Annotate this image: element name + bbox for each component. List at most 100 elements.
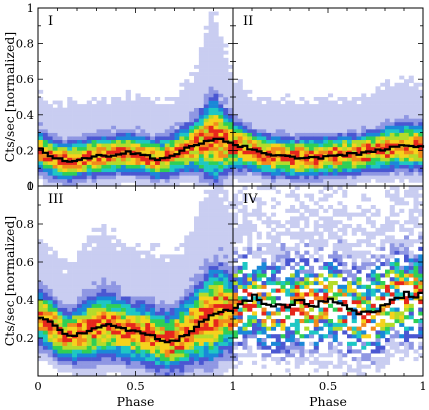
heatmap-cell: [140, 360, 146, 365]
heatmap-cell: [208, 231, 214, 236]
heatmap-cell: [233, 193, 239, 198]
heatmap-cell: [155, 341, 161, 346]
heatmap-cell: [366, 307, 372, 312]
heatmap-cell: [233, 125, 239, 130]
heatmap-cell: [169, 353, 175, 358]
heatmap-cell: [342, 250, 348, 255]
heatmap-cell: [280, 164, 286, 169]
heatmap-cell: [135, 364, 141, 369]
heatmap-cell: [252, 300, 258, 305]
heatmap-cell: [304, 139, 310, 144]
heatmap-cell: [313, 114, 319, 119]
heatmap-cell: [184, 265, 190, 270]
heatmap-cell: [290, 164, 296, 169]
heatmap-cell: [135, 178, 141, 183]
heatmap-cell: [213, 193, 219, 198]
heatmap-cell: [130, 368, 136, 373]
heatmap-cell: [106, 353, 112, 358]
heatmap-cell: [155, 360, 161, 365]
heatmap-cell: [328, 205, 334, 210]
heatmap-cell: [203, 262, 209, 267]
heatmap-cell: [332, 150, 338, 155]
heatmap-cell: [290, 338, 296, 343]
heatmap-cell: [342, 292, 348, 297]
heatmap-cell: [169, 345, 175, 350]
heatmap-cell: [418, 319, 424, 324]
heatmap-cell: [309, 307, 315, 312]
heatmap-cell: [328, 319, 334, 324]
heatmap-cell: [169, 269, 175, 274]
heatmap-cell: [418, 146, 424, 151]
heatmap-cell: [223, 125, 229, 130]
heatmap-cell: [413, 104, 419, 108]
heatmap-cell: [52, 300, 58, 305]
heatmap-cell: [242, 284, 248, 289]
heatmap-cell: [86, 315, 92, 320]
heatmap-cell: [266, 104, 272, 108]
heatmap-cell: [233, 296, 239, 301]
heatmap-cell: [337, 208, 343, 213]
heatmap-cell: [418, 246, 424, 251]
heatmap-cell: [385, 216, 391, 221]
heatmap-cell: [208, 349, 214, 354]
heatmap-cell: [52, 357, 58, 362]
heatmap-cell: [328, 111, 334, 116]
heatmap-cell: [233, 89, 239, 94]
heatmap-cell: [271, 341, 277, 346]
heatmap-cell: [256, 319, 262, 324]
heatmap-cell: [261, 284, 267, 289]
heatmap-cell: [130, 364, 136, 369]
heatmap-cell: [370, 307, 376, 312]
heatmap-cell: [242, 330, 248, 335]
heatmap-cell: [304, 175, 310, 180]
panel-label-III: III: [48, 192, 63, 207]
heatmap-cell: [189, 258, 195, 263]
heatmap-cell: [67, 125, 73, 130]
heatmap-cell: [347, 121, 353, 126]
heatmap-cell: [208, 277, 214, 282]
heatmap-cell: [318, 161, 324, 165]
heatmap-cell: [366, 296, 372, 301]
heatmap-cell: [389, 227, 395, 232]
heatmap-cell: [213, 372, 219, 377]
heatmap-cell: [337, 129, 343, 133]
heatmap-cell: [130, 136, 136, 141]
heatmap-cell: [228, 338, 234, 343]
heatmap-cell: [252, 129, 258, 133]
heatmap-cell: [150, 182, 156, 187]
heatmap-cell: [77, 360, 83, 365]
heatmap-cell: [404, 334, 410, 339]
heatmap-cell: [294, 121, 300, 126]
heatmap-cell: [380, 132, 386, 137]
heatmap-cell: [218, 364, 224, 369]
heatmap-cell: [125, 146, 131, 151]
heatmap-cell: [290, 121, 296, 126]
heatmap-cell: [366, 220, 372, 225]
heatmap-cell: [228, 262, 234, 267]
heatmap-cell: [418, 157, 424, 162]
heatmap-cell: [304, 146, 310, 151]
heatmap-cell: [81, 296, 88, 301]
heatmap-cell: [194, 153, 200, 158]
heatmap-cell: [418, 254, 424, 259]
heatmap-cell: [174, 353, 180, 358]
heatmap-cell: [223, 82, 229, 87]
heatmap-cell: [299, 161, 305, 165]
heatmap-cell: [233, 269, 239, 274]
heatmap-cell: [150, 360, 156, 365]
heatmap-cell: [328, 360, 334, 365]
heatmap-cell: [261, 212, 267, 217]
heatmap-cell: [399, 322, 405, 327]
heatmap-cell: [294, 307, 300, 312]
heatmap-cell: [120, 157, 127, 162]
heatmap-cell: [155, 288, 161, 293]
heatmap-cell: [169, 161, 175, 165]
heatmap-cell: [91, 303, 97, 308]
heatmap-cell: [72, 357, 78, 362]
heatmap-cell: [208, 243, 214, 248]
heatmap-cell: [174, 315, 180, 320]
heatmap-cell: [408, 136, 414, 141]
heatmap-cell: [375, 150, 381, 155]
heatmap-cell: [116, 277, 122, 282]
heatmap-cell: [208, 262, 214, 267]
